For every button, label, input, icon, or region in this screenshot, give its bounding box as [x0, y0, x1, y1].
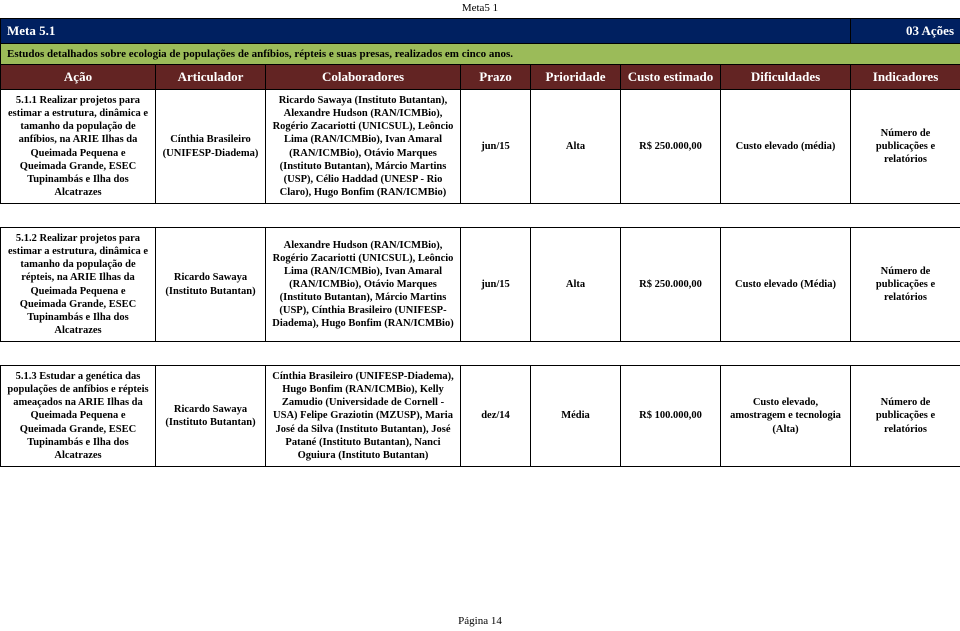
- col-articulador: Articulador: [156, 65, 266, 90]
- cell-prioridade: Média: [531, 366, 621, 467]
- meta-table: Meta 5.1 03 Ações Estudos detalhados sob…: [0, 18, 960, 467]
- table-row: 5.1.3 Estudar a genética das populações …: [1, 366, 960, 467]
- table-row: 5.1.2 Realizar projetos para estimar a e…: [1, 228, 960, 342]
- cell-prazo: jun/15: [461, 228, 531, 342]
- cell-indicadores: Número de publicações e relatórios: [851, 366, 960, 467]
- cell-acao: 5.1.2 Realizar projetos para estimar a e…: [1, 228, 156, 342]
- col-acao: Ação: [1, 65, 156, 90]
- cell-custo: R$ 250.000,00: [621, 228, 721, 342]
- col-custo: Custo estimado: [621, 65, 721, 90]
- col-prioridade: Prioridade: [531, 65, 621, 90]
- cell-custo: R$ 100.000,00: [621, 366, 721, 467]
- col-colaboradores: Colaboradores: [266, 65, 461, 90]
- cell-articulador: Ricardo Sawaya (Instituto Butantan): [156, 366, 266, 467]
- meta-description: Estudos detalhados sobre ecologia de pop…: [1, 44, 960, 65]
- column-header-row: Ação Articulador Colaboradores Prazo Pri…: [1, 65, 960, 90]
- meta-header-row: Meta 5.1 03 Ações: [1, 19, 960, 44]
- meta-actions: 03 Ações: [851, 19, 960, 44]
- table-row: 5.1.1 Realizar projetos para estimar a e…: [1, 90, 960, 204]
- meta-title: Meta 5.1: [1, 19, 851, 44]
- cell-custo: R$ 250.000,00: [621, 90, 721, 204]
- cell-articulador: Ricardo Sawaya (Instituto Butantan): [156, 228, 266, 342]
- cell-articulador: Cínthia Brasileiro (UNIFESP-Diadema): [156, 90, 266, 204]
- cell-dificuldades: Custo elevado (Média): [721, 228, 851, 342]
- cell-dificuldades: Custo elevado (média): [721, 90, 851, 204]
- cell-colaboradores: Alexandre Hudson (RAN/ICMBio), Rogério Z…: [266, 228, 461, 342]
- page-footer: Página 14: [0, 615, 960, 627]
- col-dificuldades: Dificuldades: [721, 65, 851, 90]
- cell-indicadores: Número de publicações e relatórios: [851, 228, 960, 342]
- cell-acao: 5.1.1 Realizar projetos para estimar a e…: [1, 90, 156, 204]
- cell-colaboradores: Ricardo Sawaya (Instituto Butantan), Ale…: [266, 90, 461, 204]
- cell-colaboradores: Cínthia Brasileiro (UNIFESP-Diadema), Hu…: [266, 366, 461, 467]
- col-indicadores: Indicadores: [851, 65, 960, 90]
- page-label: Meta5 1: [0, 0, 960, 18]
- meta-description-row: Estudos detalhados sobre ecologia de pop…: [1, 44, 960, 65]
- cell-acao: 5.1.3 Estudar a genética das populações …: [1, 366, 156, 467]
- cell-prazo: dez/14: [461, 366, 531, 467]
- gap-row: [1, 342, 960, 366]
- cell-dificuldades: Custo elevado, amostragem e tecnologia (…: [721, 366, 851, 467]
- cell-prioridade: Alta: [531, 228, 621, 342]
- cell-indicadores: Número de publicações e relatórios: [851, 90, 960, 204]
- gap-row: [1, 204, 960, 228]
- cell-prioridade: Alta: [531, 90, 621, 204]
- col-prazo: Prazo: [461, 65, 531, 90]
- cell-prazo: jun/15: [461, 90, 531, 204]
